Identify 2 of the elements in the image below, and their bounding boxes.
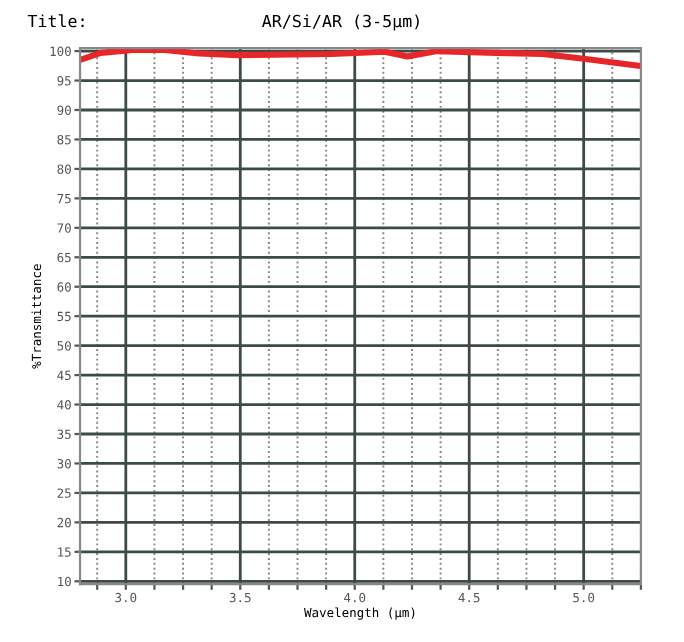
text: Title: [27, 14, 84, 28]
chart-title: AR/Si/AR (3-5μm) [262, 14, 419, 31]
